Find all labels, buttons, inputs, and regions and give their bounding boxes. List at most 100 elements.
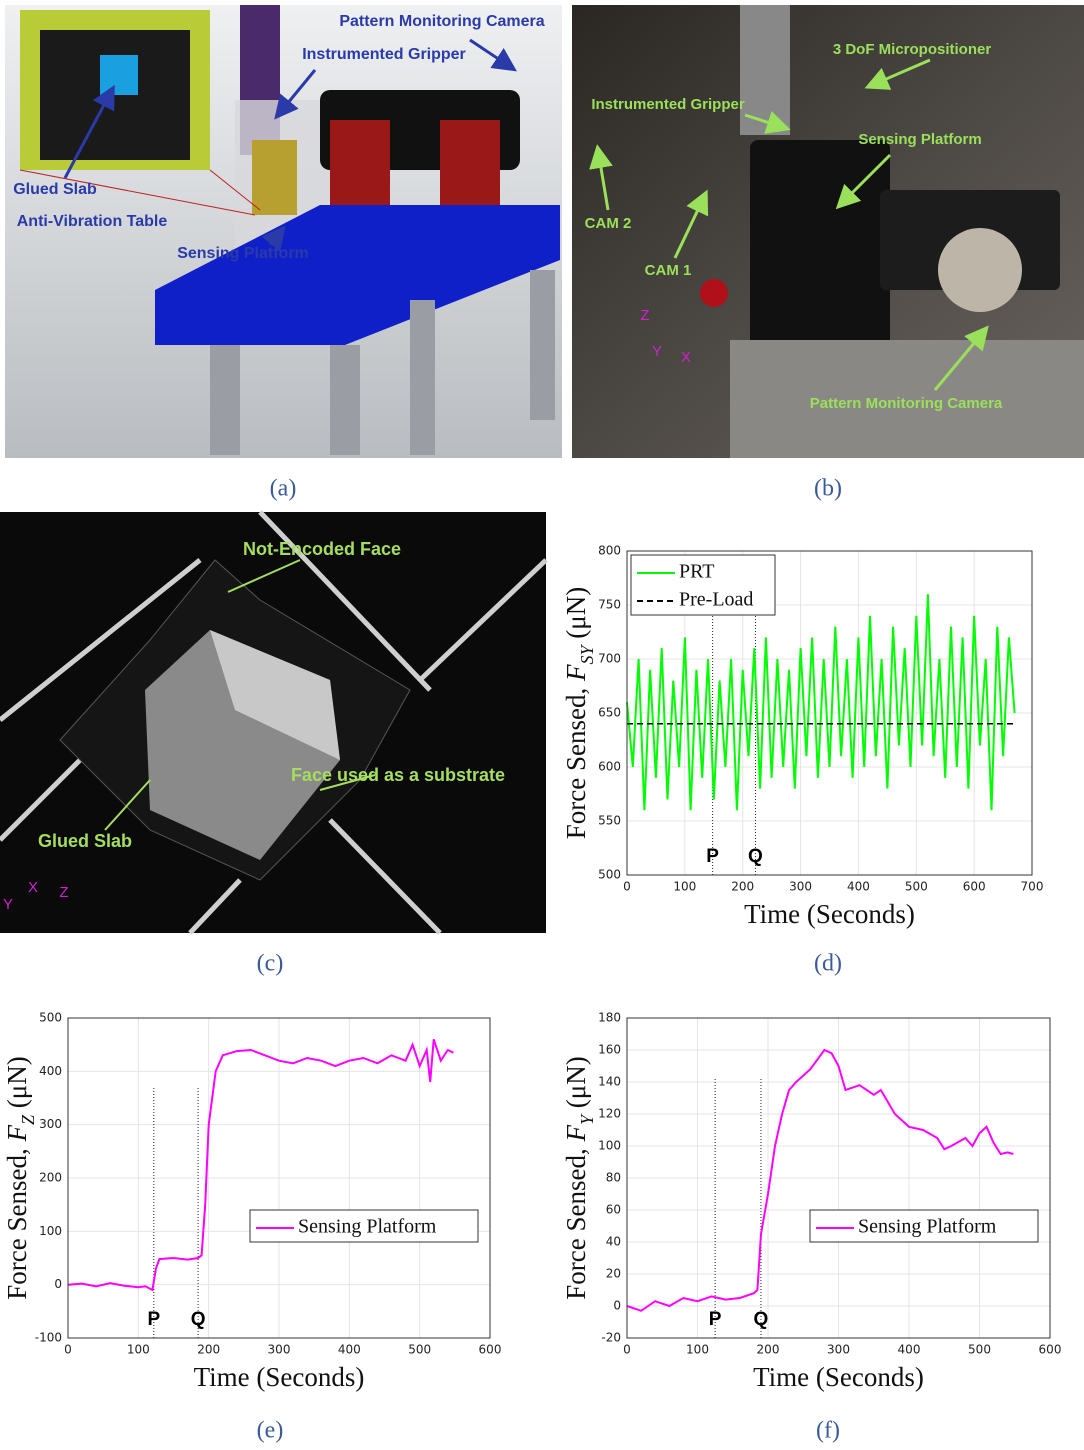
y-tick-label: 0 bbox=[54, 1277, 62, 1291]
x-axis-label: Time (Seconds) bbox=[194, 1362, 365, 1392]
annotation: P bbox=[147, 1309, 160, 1330]
y-tick-label: 700 bbox=[598, 652, 621, 666]
photo-label: Face used as a substrate bbox=[291, 765, 505, 785]
photo-label: CAM 2 bbox=[585, 215, 632, 232]
y-axis-label-part: Y bbox=[577, 1113, 597, 1125]
caption: (d) bbox=[814, 951, 842, 977]
photo-label: Instrumented Gripper bbox=[302, 46, 466, 63]
x-tick-label: 100 bbox=[686, 1343, 709, 1357]
photo-label: Pattern Monitoring Camera bbox=[339, 13, 544, 30]
photo-label: Instrumented Gripper bbox=[591, 96, 745, 113]
legend-label: Sensing Platform bbox=[298, 1216, 437, 1238]
y-tick-label: 120 bbox=[598, 1107, 621, 1121]
x-tick-label: 0 bbox=[64, 1343, 72, 1357]
y-tick-label: 40 bbox=[606, 1235, 621, 1249]
photo-label: Y bbox=[3, 896, 13, 913]
photo-label: X bbox=[681, 349, 691, 366]
series-line bbox=[67, 1038, 454, 1292]
y-axis-label: Force Sensed, FSY (μN) bbox=[561, 587, 597, 839]
x-axis-label: Time (Seconds) bbox=[744, 899, 915, 929]
photo-label: Pattern Monitoring Camera bbox=[810, 395, 1003, 412]
legend-box bbox=[809, 1209, 1039, 1243]
series-line bbox=[626, 594, 1016, 811]
y-axis-label-part: Force Sensed, bbox=[2, 1142, 32, 1300]
caption: (f) bbox=[816, 1418, 840, 1444]
photo-b bbox=[572, 5, 1084, 458]
photo-label: CAM 1 bbox=[645, 262, 692, 279]
y-tick-label: 20 bbox=[606, 1267, 621, 1281]
x-axis-label: Time (Seconds) bbox=[753, 1362, 924, 1392]
photo-label: Glued Slab bbox=[13, 181, 97, 198]
y-tick-label: 400 bbox=[39, 1064, 62, 1078]
y-axis-label-part: SY bbox=[577, 644, 597, 665]
y-tick-label: 500 bbox=[39, 1011, 62, 1025]
y-tick-label: -100 bbox=[35, 1331, 62, 1345]
photo-a bbox=[5, 5, 562, 458]
legend-label: Pre-Load bbox=[679, 589, 753, 611]
photo-label: Glued Slab bbox=[38, 831, 132, 851]
y-tick-label: 100 bbox=[39, 1224, 62, 1238]
y-axis-label: Force Sensed, FZ (μN) bbox=[2, 1056, 38, 1299]
annotation: Q bbox=[748, 846, 763, 867]
y-tick-label: 550 bbox=[598, 814, 621, 828]
y-tick-label: 650 bbox=[598, 706, 621, 720]
photo-label: Y bbox=[652, 343, 662, 360]
y-tick-label: -20 bbox=[601, 1331, 621, 1345]
y-tick-label: 0 bbox=[613, 1299, 621, 1313]
photo-label: Sensing Platform bbox=[177, 245, 309, 262]
y-axis-label-part: F bbox=[561, 664, 591, 682]
y-axis-label-part: Force Sensed, bbox=[561, 1142, 591, 1300]
annotation: Q bbox=[191, 1309, 206, 1330]
y-axis-label: Force Sensed, FY (μN) bbox=[561, 1056, 597, 1299]
y-tick-label: 80 bbox=[606, 1171, 621, 1185]
photo-label: Not-Encoded Face bbox=[243, 539, 401, 559]
y-axis-label-part: F bbox=[561, 1125, 591, 1143]
x-tick-label: 400 bbox=[338, 1343, 361, 1357]
y-axis-label-part: F bbox=[2, 1125, 32, 1143]
x-tick-label: 700 bbox=[1021, 880, 1044, 894]
annotation: P bbox=[706, 846, 719, 867]
photo-label: 3 DoF Micropositioner bbox=[833, 41, 992, 58]
x-tick-label: 400 bbox=[898, 1343, 921, 1357]
photo-label: Z bbox=[59, 884, 68, 901]
caption: (a) bbox=[270, 476, 297, 502]
y-tick-label: 60 bbox=[606, 1203, 621, 1217]
plot-frame bbox=[626, 1017, 1051, 1339]
x-tick-label: 600 bbox=[479, 1343, 502, 1357]
x-tick-label: 200 bbox=[757, 1343, 780, 1357]
y-axis-label-part: (μN) bbox=[561, 587, 591, 646]
y-tick-label: 600 bbox=[598, 760, 621, 774]
y-tick-label: 300 bbox=[39, 1117, 62, 1131]
y-tick-label: 140 bbox=[598, 1075, 621, 1089]
x-tick-label: 0 bbox=[623, 880, 631, 894]
y-axis-label-part: Z bbox=[18, 1114, 38, 1125]
y-tick-label: 160 bbox=[598, 1043, 621, 1057]
x-tick-label: 100 bbox=[127, 1343, 150, 1357]
legend-box bbox=[249, 1209, 479, 1243]
y-axis-label-part: (μN) bbox=[561, 1056, 591, 1115]
y-tick-label: 800 bbox=[598, 544, 621, 558]
plot-frame bbox=[626, 550, 1033, 876]
x-tick-label: 100 bbox=[673, 880, 696, 894]
legend-label: Sensing Platform bbox=[858, 1216, 997, 1238]
x-tick-label: 300 bbox=[268, 1343, 291, 1357]
annotation: P bbox=[709, 1309, 722, 1330]
annotation: Q bbox=[754, 1309, 769, 1330]
photo-c bbox=[0, 510, 548, 935]
legend-box bbox=[630, 554, 776, 616]
series-line bbox=[626, 1048, 1014, 1312]
y-tick-label: 100 bbox=[598, 1139, 621, 1153]
y-tick-label: 200 bbox=[39, 1171, 62, 1185]
plot-frame bbox=[67, 1017, 491, 1339]
x-tick-label: 600 bbox=[1039, 1343, 1062, 1357]
x-tick-label: 400 bbox=[847, 880, 870, 894]
legend-label: PRT bbox=[679, 561, 714, 583]
x-tick-label: 200 bbox=[731, 880, 754, 894]
y-axis-label-part: Force Sensed, bbox=[561, 681, 591, 839]
caption: (b) bbox=[814, 476, 842, 502]
photo-label: Sensing Platform bbox=[858, 131, 981, 148]
y-tick-label: 750 bbox=[598, 598, 621, 612]
x-tick-label: 0 bbox=[623, 1343, 631, 1357]
x-tick-label: 600 bbox=[963, 880, 986, 894]
